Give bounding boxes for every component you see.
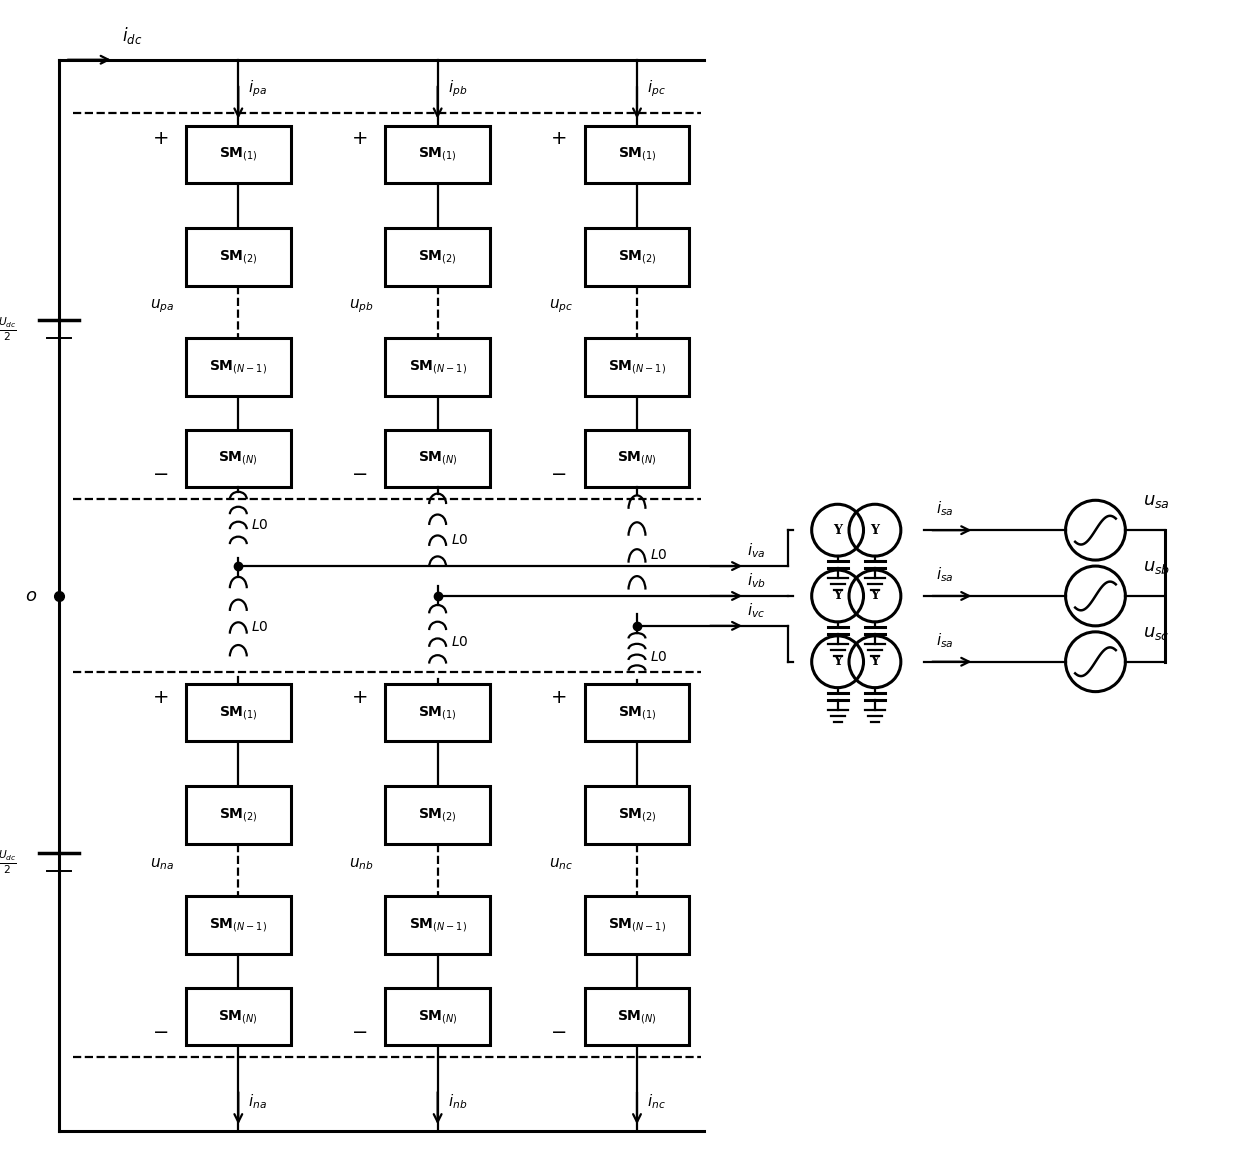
Text: $L0$: $L0$	[252, 620, 269, 634]
Text: $\mathbf{SM}_{(N-1)}$: $\mathbf{SM}_{(N-1)}$	[409, 916, 466, 934]
Text: $\mathbf{SM}_{(2)}$: $\mathbf{SM}_{(2)}$	[618, 248, 656, 266]
Bar	[386, 228, 490, 286]
Text: $\frac{U_{dc}}{2}$: $\frac{U_{dc}}{2}$	[0, 848, 16, 876]
Text: $\mathbf{SM}_{(2)}$: $\mathbf{SM}_{(2)}$	[219, 806, 258, 825]
Text: $\mathbf{SM}_{(N-1)}$: $\mathbf{SM}_{(N-1)}$	[409, 357, 466, 376]
Text: Y: Y	[870, 590, 879, 603]
Text: Y: Y	[870, 523, 879, 536]
Bar	[186, 430, 290, 487]
Text: $-$: $-$	[351, 465, 367, 482]
Bar	[585, 786, 689, 844]
Text: $i_{na}$: $i_{na}$	[248, 1092, 267, 1111]
Text: $u_{pb}$: $u_{pb}$	[348, 298, 373, 315]
Text: $i_{pb}$: $i_{pb}$	[448, 78, 467, 99]
Text: $i_{sa}$: $i_{sa}$	[936, 500, 954, 519]
Text: $\mathbf{SM}_{(2)}$: $\mathbf{SM}_{(2)}$	[418, 806, 458, 825]
Bar	[186, 683, 290, 742]
Text: $\mathbf{SM}_{(1)}$: $\mathbf{SM}_{(1)}$	[219, 703, 258, 722]
Text: $\mathbf{SM}_{(N-1)}$: $\mathbf{SM}_{(N-1)}$	[210, 916, 268, 934]
Bar	[386, 430, 490, 487]
Text: $i_{pa}$: $i_{pa}$	[248, 78, 267, 99]
Bar	[386, 896, 490, 954]
Text: $\frac{U_{dc}}{2}$: $\frac{U_{dc}}{2}$	[0, 315, 16, 342]
Bar	[585, 896, 689, 954]
Text: $\mathbf{SM}_{(N-1)}$: $\mathbf{SM}_{(N-1)}$	[608, 357, 666, 376]
Text: $-$: $-$	[351, 1022, 367, 1041]
Text: $-$: $-$	[551, 465, 567, 482]
Text: $u_{pc}$: $u_{pc}$	[548, 298, 573, 315]
Text: Y: Y	[833, 655, 842, 668]
Bar	[585, 988, 689, 1045]
Text: $i_{sa}$: $i_{sa}$	[936, 565, 954, 584]
Bar	[585, 338, 689, 396]
Bar	[186, 786, 290, 844]
Bar	[186, 125, 290, 183]
Text: $\mathbf{SM}_{(N)}$: $\mathbf{SM}_{(N)}$	[218, 1008, 258, 1026]
Text: $+$: $+$	[351, 689, 367, 707]
Text: $i_{sa}$: $i_{sa}$	[936, 631, 954, 649]
Text: $L0$: $L0$	[450, 533, 469, 547]
Text: $L0$: $L0$	[252, 517, 269, 531]
Text: $u_{nc}$: $u_{nc}$	[548, 856, 573, 872]
Text: $u_{sc}$: $u_{sc}$	[1143, 624, 1171, 641]
Text: $\mathbf{SM}_{(N)}$: $\mathbf{SM}_{(N)}$	[618, 1008, 657, 1026]
Bar	[386, 683, 490, 742]
Text: $i_{dc}$: $i_{dc}$	[122, 25, 141, 46]
Text: Y: Y	[833, 590, 842, 603]
Text: $+$: $+$	[351, 131, 367, 148]
Text: $u_{na}$: $u_{na}$	[150, 856, 174, 872]
Bar	[585, 125, 689, 183]
Bar	[585, 683, 689, 742]
Text: $\mathbf{SM}_{(2)}$: $\mathbf{SM}_{(2)}$	[219, 248, 258, 266]
Text: $u_{sb}$: $u_{sb}$	[1143, 558, 1171, 576]
Text: $\mathbf{SM}_{(N)}$: $\mathbf{SM}_{(N)}$	[218, 450, 258, 467]
Text: $\mathbf{SM}_{(N)}$: $\mathbf{SM}_{(N)}$	[618, 450, 657, 467]
Text: $-$: $-$	[551, 1022, 567, 1041]
Text: $\mathbf{SM}_{(N-1)}$: $\mathbf{SM}_{(N-1)}$	[608, 916, 666, 934]
Bar	[585, 430, 689, 487]
Bar	[585, 228, 689, 286]
Text: Y: Y	[870, 655, 879, 668]
Text: $u_{nb}$: $u_{nb}$	[348, 856, 373, 872]
Text: $\mathbf{SM}_{(1)}$: $\mathbf{SM}_{(1)}$	[219, 146, 258, 164]
Text: $i_{nc}$: $i_{nc}$	[647, 1092, 666, 1111]
Text: $i_{nb}$: $i_{nb}$	[448, 1092, 466, 1111]
Text: $\mathbf{SM}_{(N)}$: $\mathbf{SM}_{(N)}$	[418, 1008, 458, 1026]
Bar	[386, 786, 490, 844]
Text: $\mathbf{SM}_{(1)}$: $\mathbf{SM}_{(1)}$	[418, 146, 458, 164]
Text: $+$: $+$	[551, 131, 567, 148]
Text: $\mathbf{SM}_{(1)}$: $\mathbf{SM}_{(1)}$	[618, 703, 656, 722]
Text: $i_{vc}$: $i_{vc}$	[748, 602, 765, 620]
Text: $u_{sa}$: $u_{sa}$	[1143, 492, 1171, 510]
Text: $i_{pc}$: $i_{pc}$	[647, 78, 666, 99]
Text: $-$: $-$	[151, 1022, 169, 1041]
Bar	[386, 125, 490, 183]
Text: $\mathbf{SM}_{(2)}$: $\mathbf{SM}_{(2)}$	[618, 806, 656, 825]
Bar	[186, 896, 290, 954]
Text: $\mathbf{SM}_{(2)}$: $\mathbf{SM}_{(2)}$	[418, 248, 458, 266]
Text: $\mathbf{SM}_{(N-1)}$: $\mathbf{SM}_{(N-1)}$	[210, 357, 268, 376]
Text: $L0$: $L0$	[450, 635, 469, 648]
Text: $i_{vb}$: $i_{vb}$	[748, 571, 766, 590]
Text: $u_{pa}$: $u_{pa}$	[150, 298, 174, 315]
Bar	[186, 338, 290, 396]
Bar	[186, 988, 290, 1045]
Text: $i_{va}$: $i_{va}$	[748, 542, 765, 561]
Text: $\mathbf{SM}_{(1)}$: $\mathbf{SM}_{(1)}$	[618, 146, 656, 164]
Text: $L0$: $L0$	[650, 548, 667, 562]
Text: $o$: $o$	[25, 588, 37, 605]
Text: $-$: $-$	[151, 465, 169, 482]
Text: $+$: $+$	[551, 689, 567, 707]
Text: $\mathbf{SM}_{(1)}$: $\mathbf{SM}_{(1)}$	[418, 703, 458, 722]
Bar	[386, 988, 490, 1045]
Text: Y: Y	[833, 523, 842, 536]
Text: $\mathbf{SM}_{(N)}$: $\mathbf{SM}_{(N)}$	[418, 450, 458, 467]
Text: $L0$: $L0$	[650, 649, 667, 663]
Text: $+$: $+$	[151, 131, 169, 148]
Bar	[386, 338, 490, 396]
Text: $+$: $+$	[151, 689, 169, 707]
Bar	[186, 228, 290, 286]
